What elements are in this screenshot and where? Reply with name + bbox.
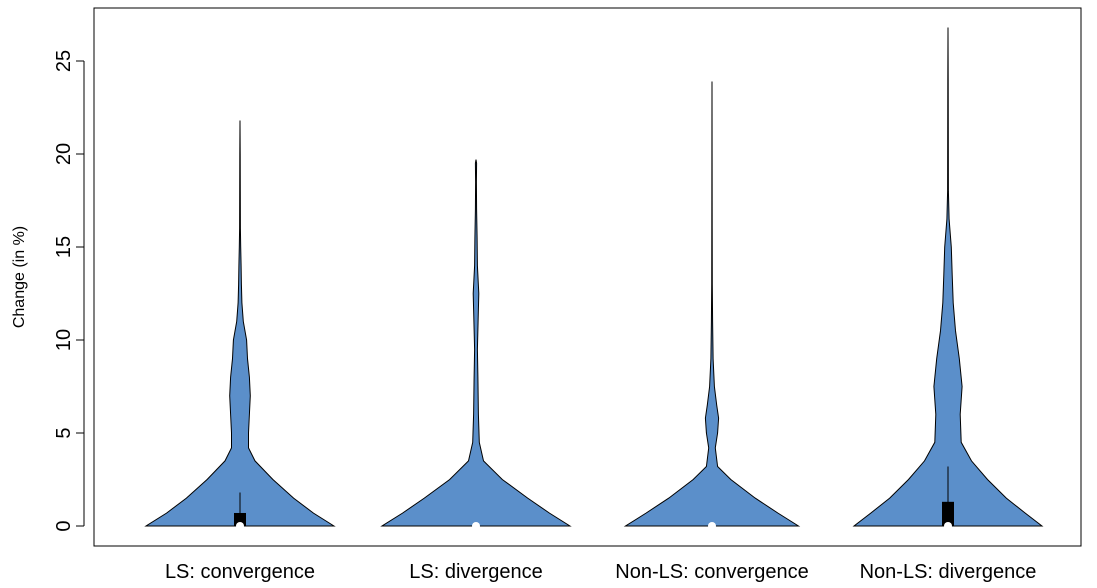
x-category-label: Non-LS: divergence <box>860 561 1037 583</box>
y-axis-title: Change (in %) <box>11 226 28 328</box>
y-tick-label: 15 <box>53 236 75 258</box>
x-category-label: Non-LS: convergence <box>615 561 808 583</box>
violin-shape <box>852 27 1044 527</box>
x-category-label: LS: divergence <box>409 561 542 583</box>
violin-median <box>236 522 244 530</box>
y-tick-label: 20 <box>53 143 75 165</box>
y-axis: 0 5 10 15 20 25 <box>53 50 85 532</box>
y-tick-label: 25 <box>53 50 75 72</box>
x-axis-labels: LS: convergence LS: divergence Non-LS: con… <box>165 561 1036 583</box>
violin-shape <box>144 120 336 527</box>
violin-iqr-box <box>942 501 954 526</box>
violin-median <box>708 522 716 530</box>
violins <box>144 27 1044 530</box>
y-tick-label: 10 <box>53 329 75 351</box>
violin-1 <box>144 120 336 530</box>
violin-median <box>472 522 480 530</box>
y-tick-label: 5 <box>53 427 75 438</box>
violin-2 <box>380 159 572 530</box>
violin-shape <box>623 81 801 527</box>
x-category-label: LS: convergence <box>165 561 315 583</box>
y-tick-label: 0 <box>53 520 75 531</box>
violin-median <box>944 522 952 530</box>
violin-4 <box>852 27 1044 530</box>
violin-shape <box>380 159 572 527</box>
violin-3 <box>623 81 801 530</box>
violin-iqr-box <box>234 512 246 526</box>
plot-frame <box>93 7 1082 547</box>
